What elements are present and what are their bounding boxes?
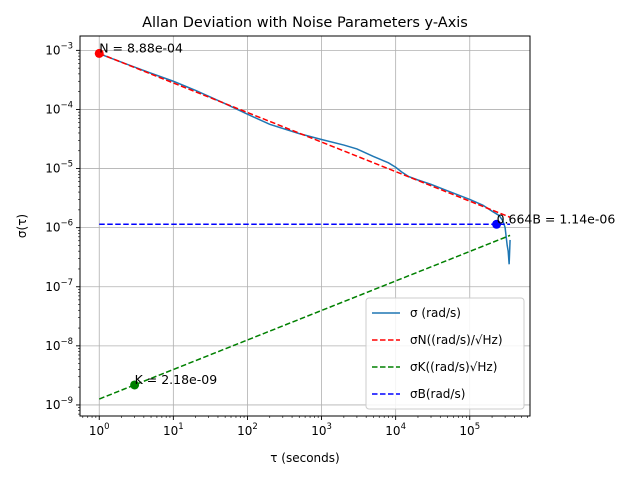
legend-item-sigma: σ (rad/s) [410, 306, 461, 320]
chart-title: Allan Deviation with Noise Parameters y-… [142, 15, 468, 31]
x-tick-label: 102 [237, 422, 258, 438]
n-point [94, 48, 104, 58]
x-tick-label: 101 [163, 422, 184, 438]
annotations: N = 8.88e-04 K = 2.18e-09 0.664B = 1.14e-0… [99, 40, 615, 387]
axis-ticks: 100 101 102 103 104 105 10−9 10−8 10−7 10−6 10−5 10… [45, 41, 528, 438]
n-point-label: N = 8.88e-04 [99, 40, 183, 55]
legend-item-sigma-b: σB(rad/s) [410, 387, 465, 401]
y-tick-label: 10−9 [45, 396, 73, 412]
x-tick-label: 104 [385, 422, 406, 438]
y-tick-label: 10−5 [45, 160, 73, 176]
x-tick-label: 100 [89, 422, 110, 438]
x-tick-label: 105 [459, 422, 480, 438]
legend-box [365, 297, 525, 410]
sigma-n-line [98, 52, 511, 218]
y-axis-label: σ(τ) [15, 214, 29, 238]
legend-item-sigma-n: σN((rad/s)/√Hz) [410, 333, 503, 347]
legend-item-sigma-k: σK((rad/s)√Hz) [410, 360, 497, 374]
y-tick-label: 10−6 [45, 219, 73, 235]
y-tick-label: 10−4 [45, 100, 73, 116]
sigma-k-line [98, 234, 511, 400]
y-tick-label: 10−3 [45, 41, 73, 57]
b-point [492, 219, 502, 229]
sigma-line [98, 52, 511, 265]
grid [80, 36, 530, 416]
k-point [130, 380, 140, 390]
b-point-label: 0.664B = 1.14e-06 [497, 211, 616, 226]
x-axis-label: τ (seconds) [270, 451, 339, 465]
legend: σ (rad/s) σN((rad/s)/√Hz) σK((rad/s)√Hz) σB… [365, 297, 525, 410]
k-point-label: K = 2.18e-09 [135, 372, 218, 387]
plot-content [94, 48, 511, 400]
y-tick-label: 10−7 [45, 278, 73, 294]
x-tick-label: 103 [311, 422, 332, 438]
y-tick-label: 10−8 [45, 337, 73, 353]
